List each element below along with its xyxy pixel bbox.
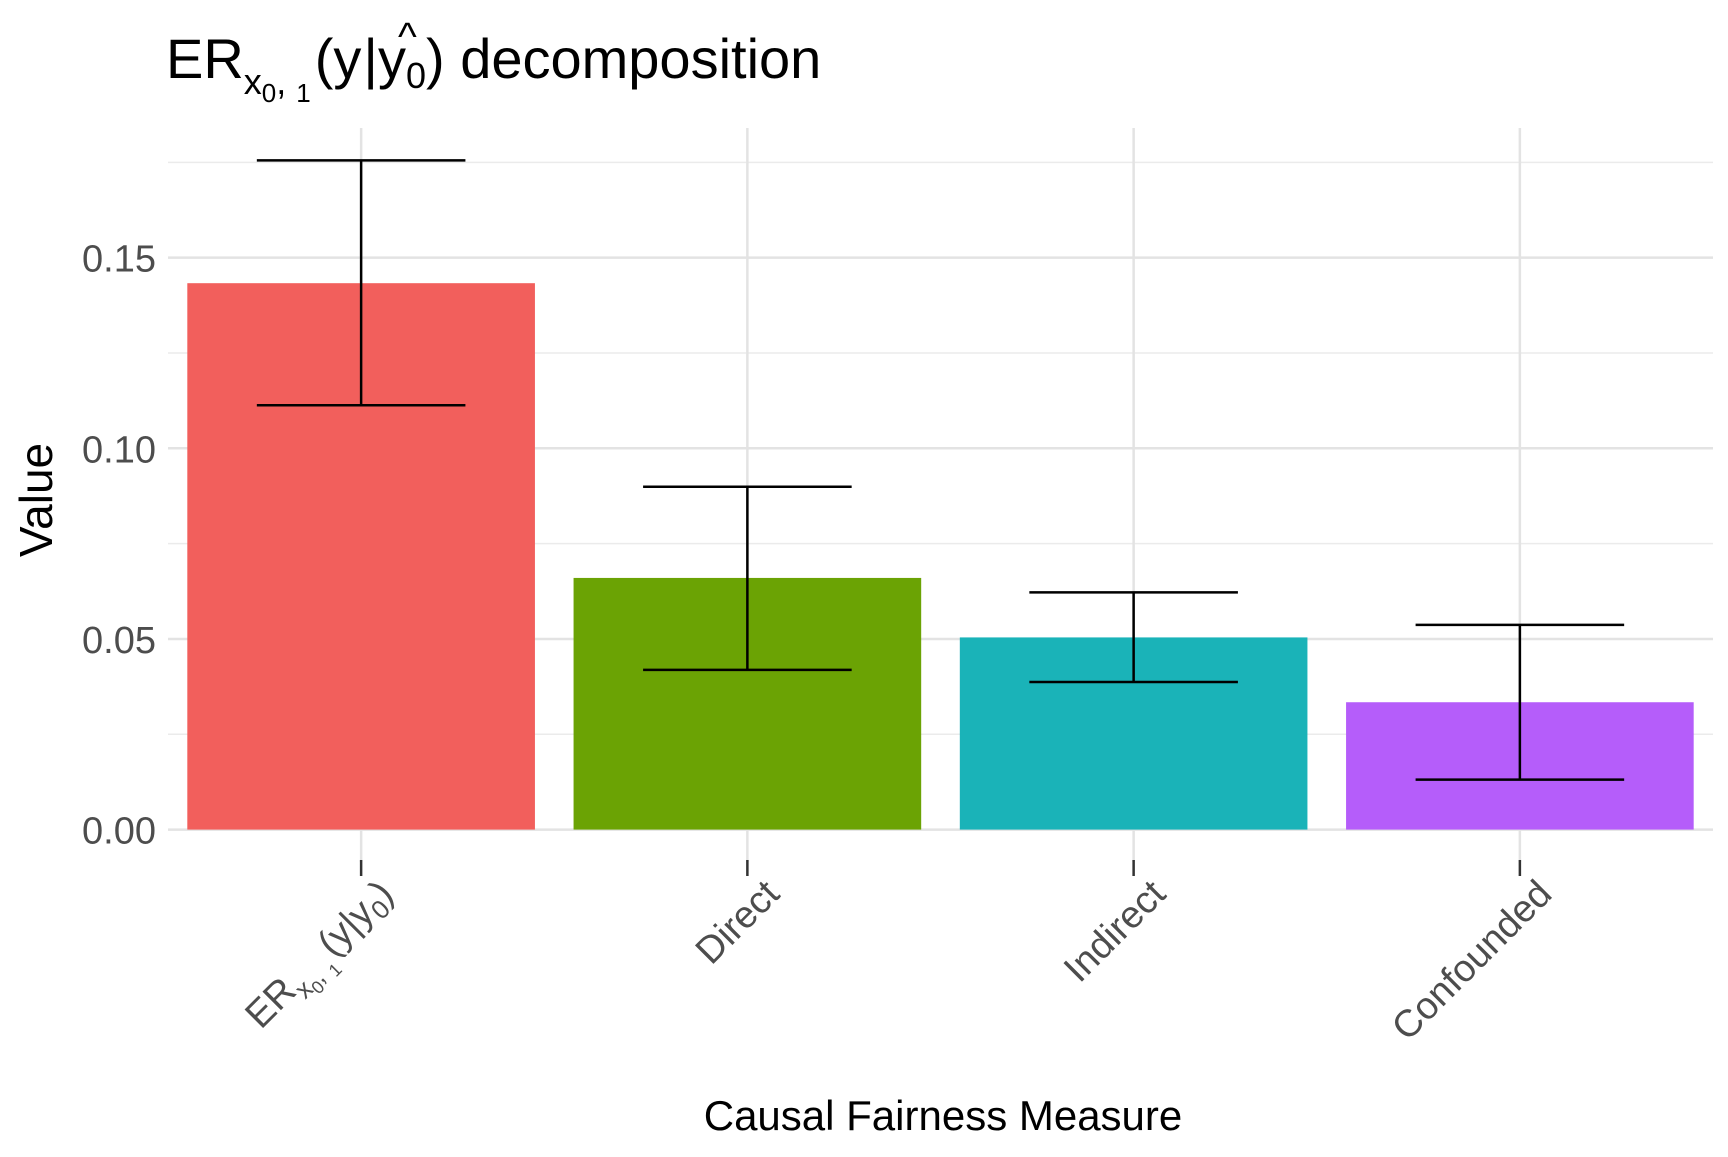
y-tick-label: 0.05 xyxy=(82,620,156,662)
x-tick-label: ERx0, 1(y|y0) xyxy=(237,873,409,1045)
x-tick-labels: ERx0, 1(y|y0) Direct Indirect Confounded xyxy=(237,872,1560,1048)
bars xyxy=(187,283,1694,830)
chart-title-hat: ^ xyxy=(398,15,417,59)
chart-title: ERx0, 1(y|y0) decomposition xyxy=(166,27,821,108)
y-tick-label: 0.00 xyxy=(82,811,156,853)
y-tick-label: 0.10 xyxy=(82,429,156,471)
y-tick-label: 0.15 xyxy=(82,239,156,281)
x-tick-label: Indirect xyxy=(1056,872,1174,990)
y-axis-label: Value xyxy=(10,443,62,557)
x-tick-label: Direct xyxy=(688,872,788,972)
error-bars xyxy=(256,159,1625,781)
x-axis-label: Causal Fairness Measure xyxy=(704,1092,1183,1139)
x-tick-label: Confounded xyxy=(1384,873,1560,1049)
axis-ticks: 0.00 0.05 0.10 0.15 xyxy=(82,239,1522,876)
